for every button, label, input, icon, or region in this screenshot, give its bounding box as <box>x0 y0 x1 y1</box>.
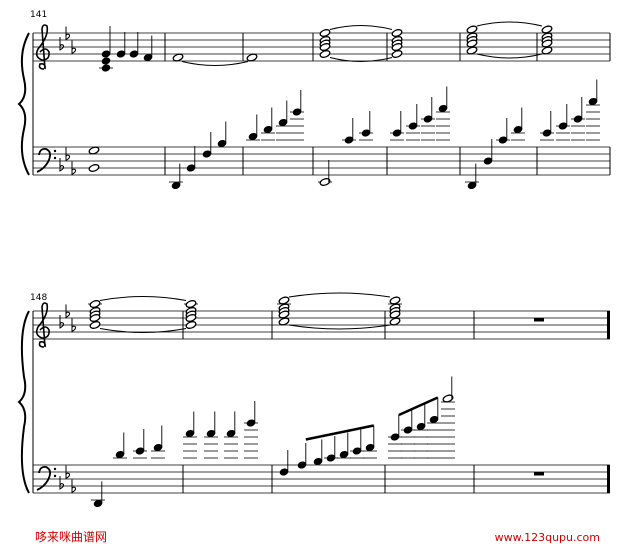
flat <box>65 26 71 41</box>
final-bar <box>607 465 610 493</box>
measure-number: 148 <box>30 293 47 303</box>
note-head <box>278 310 290 319</box>
note-head <box>172 53 184 62</box>
note-head <box>101 64 111 72</box>
measure-number: 141 <box>30 10 47 20</box>
whole-rest <box>534 472 544 476</box>
note-head <box>319 43 331 51</box>
flat <box>71 479 77 494</box>
note-head <box>466 39 478 48</box>
note-head <box>278 296 290 305</box>
flat <box>59 158 65 172</box>
note-head <box>89 300 101 308</box>
note-head <box>541 25 553 34</box>
note-head <box>391 43 403 51</box>
tie <box>329 57 393 62</box>
tie <box>181 61 249 66</box>
flat <box>59 37 65 51</box>
note-head <box>185 321 197 329</box>
note-head <box>391 29 403 37</box>
note-head <box>89 314 101 322</box>
note-head <box>541 46 553 55</box>
note-head <box>389 310 401 319</box>
bass-clef <box>36 147 51 173</box>
site-url: www.123qupu.com <box>495 531 600 544</box>
bass-clef-dot <box>53 156 57 160</box>
flat <box>59 476 65 490</box>
note-head <box>541 39 553 48</box>
note-head <box>185 314 197 322</box>
site-name: 哆来咪曲谱网 <box>35 530 107 544</box>
whole-rest <box>534 318 544 322</box>
note-head <box>466 46 478 55</box>
tie <box>476 53 543 59</box>
flat <box>65 304 71 319</box>
bass-clef-dot <box>53 149 57 153</box>
treble-clef <box>35 24 50 70</box>
note-head <box>319 178 331 186</box>
tie <box>99 328 187 333</box>
note-head <box>101 57 111 65</box>
beam <box>305 424 375 441</box>
tie <box>288 292 391 298</box>
bass-clef <box>36 465 51 491</box>
note-head <box>278 317 290 326</box>
note-head <box>319 29 331 37</box>
tie <box>476 21 543 27</box>
treble-clef <box>35 302 50 348</box>
brace <box>17 32 30 176</box>
tie <box>288 324 391 330</box>
brace <box>17 310 30 494</box>
flat <box>59 315 65 329</box>
note-head <box>391 50 403 58</box>
bass-clef-dot <box>53 467 57 471</box>
flat <box>71 318 77 333</box>
flat <box>71 161 77 176</box>
note-head <box>319 50 331 58</box>
flat <box>71 40 77 55</box>
flat <box>65 465 71 480</box>
flat <box>65 147 71 162</box>
tie <box>99 296 187 301</box>
note-head <box>389 317 401 326</box>
note-head <box>466 25 478 34</box>
note-head <box>246 53 258 62</box>
note-head <box>88 146 100 155</box>
tie <box>329 25 393 30</box>
note-head <box>389 296 401 305</box>
note-head <box>88 164 100 172</box>
note-head <box>442 394 454 403</box>
note-head <box>89 321 101 329</box>
note-head <box>185 300 197 308</box>
bass-clef-dot <box>53 474 57 478</box>
beam <box>398 396 439 417</box>
final-bar <box>607 311 610 339</box>
